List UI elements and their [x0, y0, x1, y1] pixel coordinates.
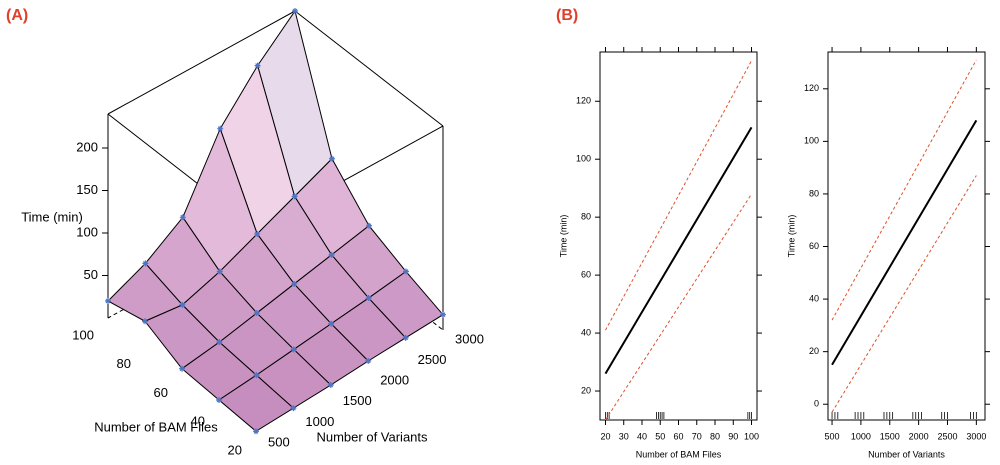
- x-tick-label: 20: [228, 442, 242, 457]
- y-tick-label: 3000: [455, 331, 484, 346]
- y-tick-label: 120: [576, 96, 591, 106]
- x-tick-label: 50: [655, 431, 665, 441]
- y-tick-label: 100: [804, 136, 819, 146]
- y-axis-title: Time (min): [558, 215, 568, 258]
- x-tick-label: 1500: [880, 431, 900, 441]
- data-point: [179, 214, 186, 221]
- data-point: [290, 405, 297, 412]
- plot-frame: [599, 51, 758, 421]
- data-point: [329, 155, 335, 162]
- data-point: [365, 358, 372, 364]
- y-tick-label: 0: [814, 399, 819, 409]
- x-tick-label: 2500: [937, 431, 957, 441]
- x-tick-label: 20: [600, 431, 610, 441]
- y-tick-label: 2000: [380, 373, 409, 388]
- box-edge: [294, 10, 444, 127]
- y-tick-label: 500: [268, 434, 290, 449]
- data-point: [402, 334, 409, 341]
- x-tick-label: 100: [744, 431, 759, 441]
- data-point: [253, 372, 260, 379]
- x-tick-label: 2000: [909, 431, 929, 441]
- data-point: [216, 268, 223, 275]
- fit-line: [831, 119, 978, 366]
- x-tick-label: 30: [619, 431, 629, 441]
- fit-line: [605, 60, 752, 331]
- data-point: [142, 260, 149, 267]
- z-tick-label: 100: [76, 224, 98, 239]
- y-tick-label: 2500: [418, 352, 447, 367]
- y-tick-label: 1000: [305, 414, 334, 429]
- y-axis-title: Number of Variants: [316, 429, 428, 444]
- x-tick-label: 80: [117, 356, 131, 371]
- data-point: [253, 310, 260, 317]
- x-tick-label: 60: [154, 385, 168, 400]
- panel-label: (A): [6, 7, 28, 24]
- y-tick-label: 1500: [343, 393, 372, 408]
- x-tick-label: 1000: [851, 431, 871, 441]
- y-tick-label: 60: [809, 241, 819, 251]
- x-axis-title: Number of BAM Files: [636, 449, 722, 459]
- data-point: [291, 193, 298, 200]
- data-point: [365, 295, 372, 302]
- z-tick-label: 200: [76, 139, 98, 154]
- data-point: [179, 301, 186, 308]
- y-tick-label: 20: [581, 385, 591, 395]
- y-tick-label: 40: [809, 293, 819, 303]
- x-axis-title: Number of BAM Files: [94, 419, 218, 434]
- data-point: [142, 318, 148, 325]
- data-point: [254, 62, 261, 69]
- data-point: [105, 298, 111, 304]
- y-tick-label: 60: [581, 269, 591, 279]
- data-point: [328, 320, 335, 327]
- data-point: [403, 268, 409, 275]
- y-tick-label: 20: [809, 346, 819, 356]
- data-point: [217, 125, 224, 132]
- y-tick-label: 120: [804, 83, 819, 93]
- y-axis-title: Time (min): [786, 215, 796, 258]
- fit-line: [831, 175, 977, 413]
- x-tick-label: 70: [692, 431, 702, 441]
- data-point: [179, 365, 185, 372]
- data-point: [290, 346, 297, 353]
- data-point: [253, 428, 259, 435]
- data-point: [440, 311, 446, 318]
- panel-label: (B): [556, 7, 578, 24]
- x-tick-label: 90: [728, 431, 738, 441]
- x-tick-label: 80: [710, 431, 720, 441]
- z-axis-title: Time (min): [21, 209, 83, 224]
- y-tick-label: 80: [581, 212, 591, 222]
- data-point: [216, 339, 223, 346]
- fit-line: [831, 59, 977, 321]
- y-tick-label: 40: [581, 327, 591, 337]
- x-axis-title: Number of Variants: [868, 449, 945, 459]
- x-tick-label: 60: [673, 431, 683, 441]
- x-tick-label: 40: [191, 414, 205, 429]
- box-edge: [107, 10, 296, 115]
- x-tick-label: 40: [637, 431, 647, 441]
- data-point: [254, 230, 261, 237]
- data-point: [292, 8, 298, 14]
- x-tick-label: 3000: [966, 431, 986, 441]
- fit-line: [605, 193, 752, 421]
- z-tick-label: 50: [84, 267, 98, 282]
- fit-line: [604, 126, 753, 375]
- data-point: [327, 382, 334, 388]
- data-point: [216, 397, 222, 403]
- x-tick-label: 500: [825, 431, 840, 441]
- y-tick-label: 80: [809, 188, 819, 198]
- y-tick-label: 100: [576, 154, 591, 164]
- plot-frame: [827, 51, 986, 421]
- data-point: [291, 280, 298, 287]
- data-point: [328, 251, 335, 258]
- z-tick-label: 150: [76, 182, 98, 197]
- data-point: [366, 222, 372, 229]
- x-tick-label: 100: [72, 327, 94, 342]
